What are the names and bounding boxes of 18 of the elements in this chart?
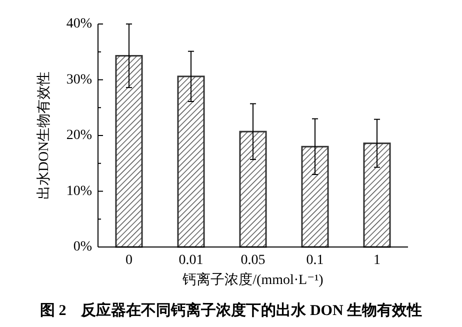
bar bbox=[177, 76, 205, 248]
x-tick-label: 0.05 bbox=[240, 253, 266, 268]
y-axis-title: 出水DON生物有效性 bbox=[36, 71, 52, 200]
bar bbox=[239, 130, 267, 248]
x-tick-label: 0 bbox=[126, 253, 132, 268]
y-tick-label: 0% bbox=[73, 240, 92, 254]
bar bbox=[115, 55, 143, 248]
y-tick-label: 40% bbox=[66, 16, 92, 32]
y-tick-label: 30% bbox=[66, 72, 92, 88]
bar bbox=[301, 146, 329, 248]
bar bbox=[363, 142, 391, 248]
y-tick-label: 10% bbox=[66, 184, 92, 199]
x-axis-title: 钙离子浓度/(mmol·L⁻¹) bbox=[182, 272, 324, 288]
text: 图 2 反应器在不同钙离子浓度下的出水 DON 生物有效性 bbox=[40, 301, 422, 319]
x-tick-label: 0.01 bbox=[178, 253, 204, 268]
x-tick-label: 0.1 bbox=[306, 253, 324, 268]
x-tick-label: 1 bbox=[374, 253, 380, 268]
y-tick-label: 20% bbox=[66, 128, 92, 143]
